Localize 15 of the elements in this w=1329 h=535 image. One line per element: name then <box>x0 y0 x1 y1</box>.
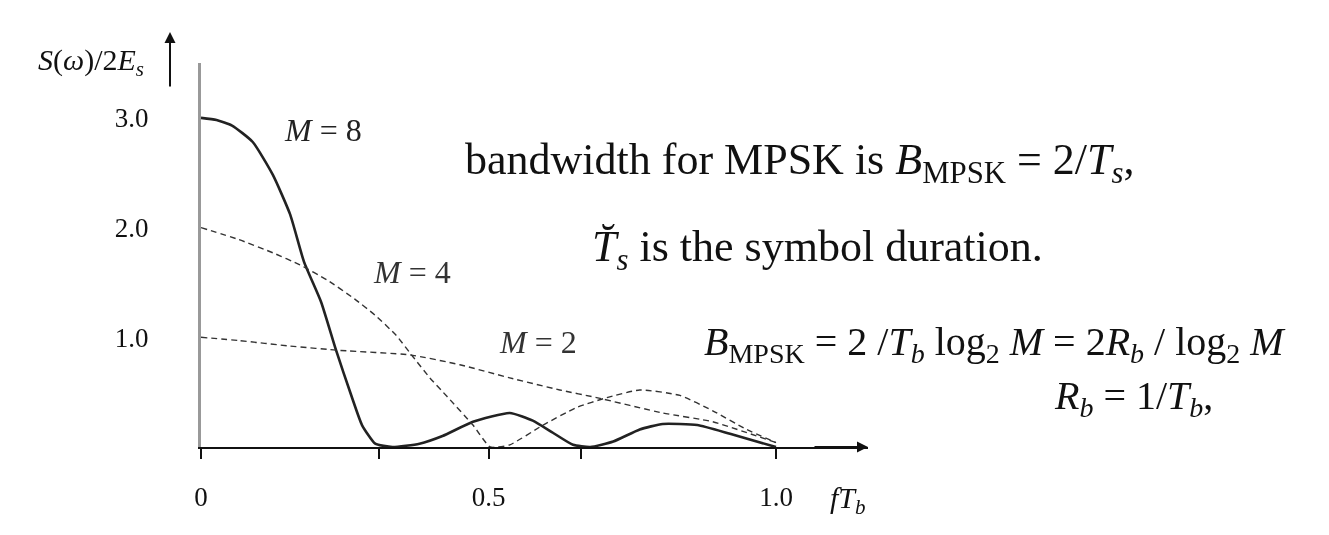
x-tick-label: 0 <box>194 482 208 513</box>
series-label: M = 4 <box>373 254 451 290</box>
series-label: M = 2 <box>499 324 577 360</box>
text: R$_{b}$ = 1/T$_{b}$, <box>1054 373 1214 424</box>
y-tick-label: 1.0 <box>114 322 149 353</box>
x-tick-label: 1.0 <box>759 482 793 513</box>
annotation: bandwidth for MPSK is B$_{MPSK}$ = 2/T$_{s}$, <box>465 135 1135 191</box>
y-tick-label: 2.0 <box>114 213 149 244</box>
x-tick-label: 0.5 <box>471 482 506 513</box>
y-axis-title: S(ω)/2E$_{s}$ <box>38 43 145 82</box>
y-tick-label: 3.0 <box>114 103 149 134</box>
series-label: M = 8 <box>284 112 362 148</box>
annotation: T̆$_{s}$ is the symbol duration. <box>592 222 1043 278</box>
x-axis-title: fT$_{b}$ <box>830 481 866 520</box>
text: B$_{MPSK}$ = 2 /T$_{b}$ log$_{2}$ M = 2R$_{b}$ / log$_{2}$ M <box>704 319 1284 370</box>
